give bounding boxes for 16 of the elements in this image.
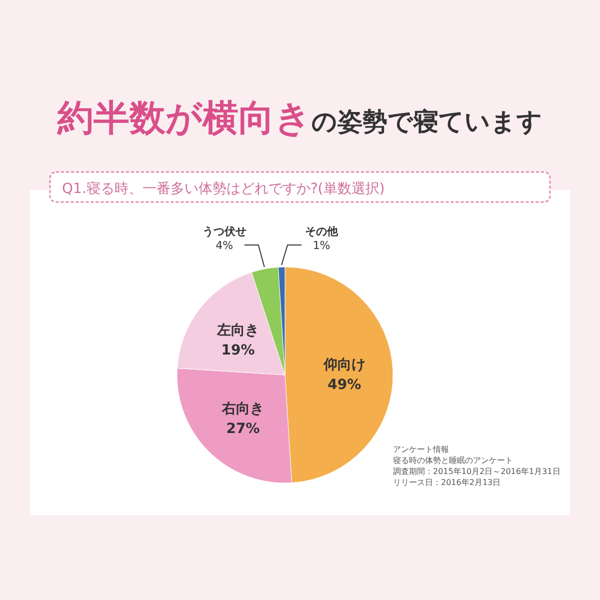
chart-title: 約半数が横向きの姿勢で寝ています [56,98,542,139]
data-label: 1% [312,239,330,252]
text: アンケート情報 [393,445,449,454]
data-label: 27% [226,421,260,437]
text: リリース日：2016年2月13日 [393,478,501,487]
data-label: 4% [216,239,234,252]
slice-label: 仰向け [322,357,366,374]
slice-label: その他 [305,225,340,238]
data-label: 19% [221,342,255,359]
slice-label: うつ伏せ [202,225,246,238]
text: 調査期間：2015年10月2日～2016年1月31日 [393,467,560,476]
chart-subtitle: Q1.寝る時、一番多い体勢はどれですか?(単数選択) [62,181,385,197]
data-label: 49% [328,377,362,394]
slice-label: 左向き [216,322,260,339]
slice-label: 右向き [221,401,264,417]
text: 寝る時の体勢と睡眠のアンケート [393,456,513,465]
